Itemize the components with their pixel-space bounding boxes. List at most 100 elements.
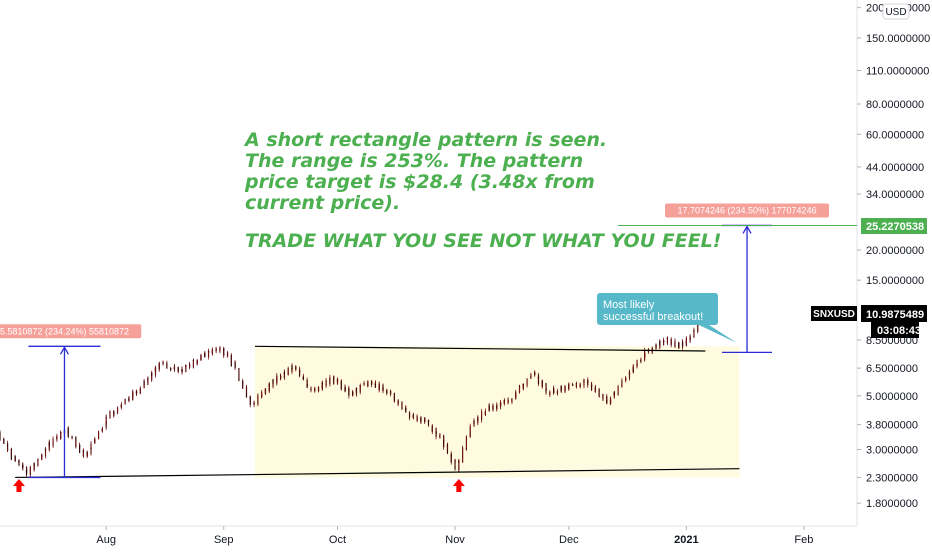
candle-body — [602, 394, 604, 397]
candle-body — [598, 389, 600, 393]
candle-body — [492, 404, 494, 409]
candle-body — [147, 380, 149, 382]
candle-body — [401, 407, 403, 410]
resistance-line — [254, 345, 706, 352]
candle-body — [397, 402, 399, 404]
candle-body — [348, 388, 350, 394]
time-axis[interactable]: Aug Sep Oct Nov Dec 2021 Feb — [96, 526, 813, 546]
candle-body — [674, 343, 676, 346]
candle-body — [367, 381, 369, 385]
candle-body — [666, 340, 668, 343]
candle-body — [462, 457, 464, 463]
candle-body — [151, 373, 153, 376]
candle-body — [446, 448, 449, 451]
candle-body — [526, 380, 528, 384]
candle-body — [473, 423, 475, 424]
candle-body — [6, 443, 9, 449]
candle-body — [295, 368, 297, 369]
candle-body — [154, 370, 157, 376]
target-price-box — [861, 218, 927, 234]
candle-body — [189, 366, 191, 368]
time-tick-label: Nov — [445, 534, 465, 546]
breakout-callout: Most likely successful breakout! — [597, 293, 737, 343]
candle-body — [109, 412, 111, 413]
candle-body — [556, 391, 559, 393]
candle-body — [18, 460, 20, 465]
last-price-tag: 10.9875489 03:08:43 — [861, 305, 927, 338]
candle-body — [598, 396, 600, 397]
candle-body — [280, 375, 282, 377]
candle-body — [515, 391, 517, 397]
candle-body — [192, 359, 194, 366]
candle-body — [67, 429, 69, 434]
candle-body — [249, 398, 251, 406]
last-price-label: 10.9875489 — [866, 309, 924, 321]
candle-body — [52, 438, 54, 442]
candle-body — [22, 464, 24, 467]
candle-body — [685, 337, 687, 343]
price-tick-label: 6.5000000 — [866, 363, 918, 375]
candle-body — [242, 387, 244, 389]
candle-body — [564, 385, 566, 390]
candle-body — [386, 392, 388, 394]
candle-body — [621, 381, 623, 387]
candle-body — [462, 454, 464, 458]
candle-body — [200, 356, 202, 360]
candle-body — [124, 398, 126, 401]
candle-body — [628, 371, 631, 375]
candle-body — [124, 403, 126, 405]
candle-body — [655, 344, 657, 348]
callout-line-2: successful breakout! — [603, 311, 703, 323]
time-tick-label: Sep — [214, 534, 234, 546]
candle-body — [617, 386, 619, 388]
candle-body — [374, 383, 377, 388]
candle-body — [348, 392, 350, 396]
candle-body — [659, 345, 661, 348]
candle-body — [666, 337, 668, 339]
candle-body — [67, 433, 69, 437]
candle-body — [518, 385, 521, 387]
price-axis[interactable]: 200.0000000150.0000000110.000000080.0000… — [857, 3, 930, 511]
candle-body — [291, 365, 293, 370]
candle-body — [314, 388, 316, 391]
target-measure-arrowhead — [742, 225, 752, 234]
candle-body — [674, 342, 676, 344]
candle-body — [325, 380, 327, 382]
candle-body — [44, 449, 47, 451]
candle-body — [306, 383, 308, 388]
candle-body — [503, 402, 505, 404]
candle-body — [568, 384, 570, 389]
candle-body — [25, 469, 28, 476]
candle-body — [541, 383, 543, 387]
candle-body — [333, 377, 335, 383]
candle-body — [689, 336, 691, 337]
headline-line-1: A short rectangle pattern is seen. — [243, 129, 607, 151]
candle-body — [185, 365, 187, 373]
candle-body — [499, 401, 502, 406]
candle-body — [113, 411, 115, 414]
price-tick-label: 60.0000000 — [866, 129, 924, 141]
candle-body — [340, 381, 342, 388]
rectangle-pattern-layer — [255, 346, 740, 478]
candle-body — [408, 412, 411, 415]
candle-body — [75, 437, 77, 443]
candle-body — [230, 357, 232, 361]
rectangle-zone — [255, 346, 740, 478]
candle-body — [511, 399, 513, 401]
candle-body — [412, 416, 414, 418]
candle-body — [147, 381, 149, 382]
candle-body — [507, 399, 509, 402]
candle-body — [82, 453, 85, 457]
candle-body — [590, 385, 593, 391]
candle-body — [484, 413, 486, 415]
headline-line-2: The range is 253%. The pattern — [245, 150, 583, 172]
candle-body — [587, 381, 589, 386]
candle-body — [640, 359, 642, 361]
candle-body — [560, 386, 562, 388]
currency-badge[interactable]: USD — [882, 3, 910, 20]
candle-body — [663, 341, 665, 343]
candle-body — [537, 374, 540, 379]
candle-body — [48, 441, 50, 447]
price-tick-label: 3.0000000 — [866, 445, 918, 457]
